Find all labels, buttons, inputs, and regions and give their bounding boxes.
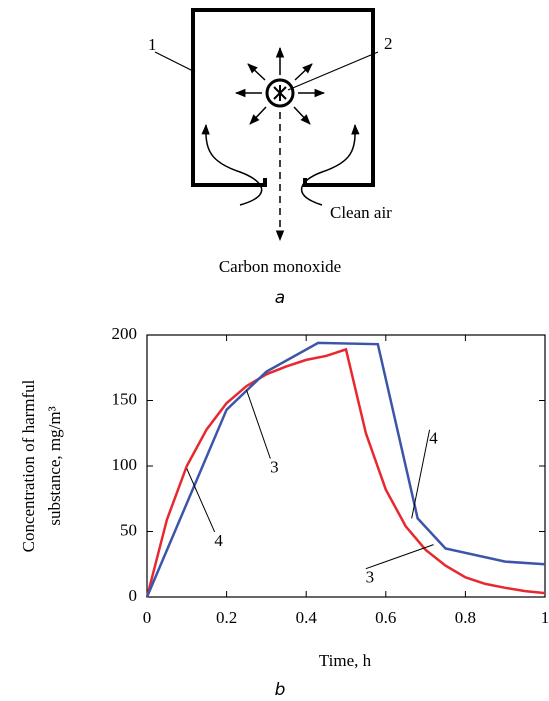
leader bbox=[186, 468, 216, 533]
y-axis-label: substance, mg/m³ bbox=[45, 406, 64, 525]
leader bbox=[154, 51, 196, 73]
leader bbox=[246, 389, 271, 459]
annotation: 4 bbox=[214, 531, 223, 550]
label: Clean air bbox=[330, 203, 392, 222]
x-axis-label: Time, h bbox=[319, 651, 372, 670]
label: 2 bbox=[384, 34, 393, 53]
y-tick-label: 150 bbox=[112, 389, 138, 408]
line bbox=[145, 341, 546, 598]
source bbox=[265, 78, 295, 108]
emission-arrows bbox=[234, 46, 326, 125]
diagram: 1 2 Clean air Carbon monoxide a bbox=[148, 8, 393, 308]
leader bbox=[365, 544, 434, 570]
annotation: 3 bbox=[270, 458, 279, 477]
x-tick-label: 1 bbox=[541, 608, 549, 627]
y-tick-label: 0 bbox=[129, 586, 138, 605]
y-tick-label: 100 bbox=[112, 455, 138, 474]
air-flow-right bbox=[300, 123, 360, 206]
x-tick-label: 0 bbox=[143, 608, 152, 627]
annotation: 3 bbox=[366, 568, 375, 587]
caption: b bbox=[275, 680, 286, 700]
y-axis-label: Concentration of harmful bbox=[19, 379, 38, 552]
annotation: 4 bbox=[429, 429, 438, 448]
caption: a bbox=[275, 288, 285, 308]
label: 1 bbox=[148, 35, 157, 54]
chamber bbox=[191, 8, 375, 187]
leader bbox=[287, 51, 379, 91]
air-flow-left bbox=[201, 123, 263, 206]
source-star bbox=[273, 85, 287, 101]
label: Carbon monoxide bbox=[219, 257, 341, 276]
line bbox=[145, 347, 546, 598]
y-tick-label: 200 bbox=[112, 324, 138, 343]
chart: Time, h b Concentration of harmful subst… bbox=[19, 324, 549, 700]
x-tick-label: 0.4 bbox=[296, 608, 318, 627]
leader bbox=[411, 429, 431, 519]
x-tick-label: 0.2 bbox=[216, 608, 237, 627]
y-tick-label: 50 bbox=[120, 520, 137, 539]
x-tick-label: 0.8 bbox=[455, 608, 476, 627]
x-tick-label: 0.6 bbox=[375, 608, 396, 627]
